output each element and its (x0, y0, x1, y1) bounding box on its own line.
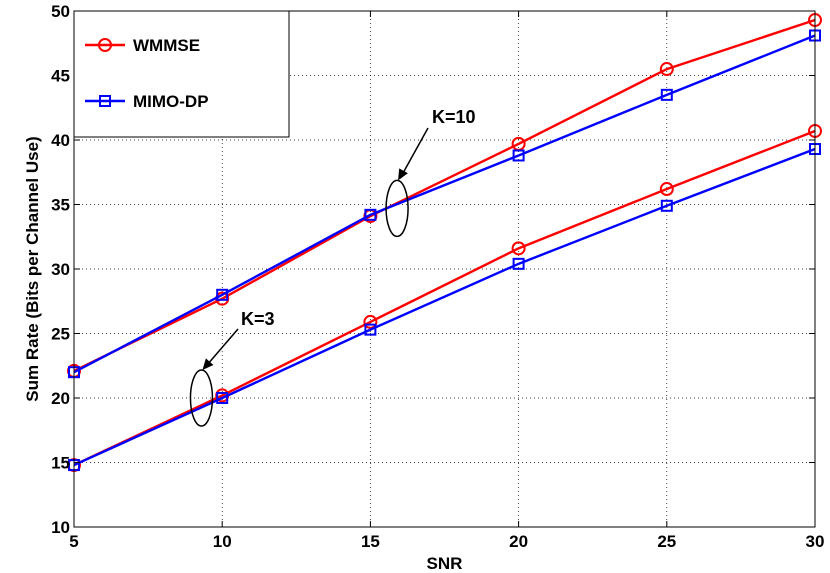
y-tick-label: 10 (51, 518, 70, 537)
series-mimo-dp-k3 (68, 143, 821, 472)
series-layer (67, 13, 822, 473)
legend-label: MIMO-DP (133, 92, 209, 111)
data-point-mimo-dp-k3 (512, 257, 525, 270)
x-tick-label: 15 (361, 532, 380, 551)
x-tick-label: 5 (69, 532, 78, 551)
y-tick-label: 30 (51, 260, 70, 279)
data-point-mimo-dp-k3 (216, 392, 229, 404)
data-point-wmmse-k3 (659, 182, 674, 197)
legend-item-wmmse: WMMSE (85, 36, 200, 55)
annotation-arrow (399, 127, 429, 179)
y-tick-label: 45 (51, 67, 70, 86)
x-tick-label: 25 (657, 532, 676, 551)
data-point-wmmse-k3 (511, 241, 526, 256)
y-tick-label: 25 (51, 325, 70, 344)
series-line-mimo-dp-k10 (73, 34, 816, 374)
annotation-arrowhead (202, 358, 214, 370)
legend-marker (99, 95, 111, 107)
y-tick-label: 20 (51, 389, 70, 408)
y-tick-label: 50 (51, 2, 70, 21)
y-tick-label: 35 (51, 196, 70, 215)
data-point-mimo-dp-k10 (512, 149, 525, 162)
annotation-label: K=3 (241, 309, 275, 329)
data-point-wmmse-k3 (363, 314, 378, 329)
series-line-wmmse-k3 (73, 129, 816, 467)
y-tick-label: 15 (51, 454, 70, 473)
annotation-ellipse (385, 179, 409, 238)
legend-label: WMMSE (133, 36, 200, 55)
data-point-mimo-dp-k10 (216, 288, 229, 301)
data-point-mimo-dp-k3 (660, 199, 673, 212)
annotation-ellipse (189, 369, 214, 427)
data-point-mimo-dp-k3 (364, 323, 377, 336)
annotation-arrowhead (398, 168, 408, 181)
legend-item-mimo-dp: MIMO-DP (85, 92, 209, 111)
legend-items: WMMSE MIMO-DP (85, 36, 209, 111)
x-axis-title: SNR (427, 554, 463, 573)
annotation-k3: K=3 (189, 309, 275, 427)
legend-marker (98, 38, 112, 52)
data-point-mimo-dp-k10 (660, 88, 673, 101)
series-line-wmmse-k10 (73, 18, 816, 372)
data-point-mimo-dp-k10 (364, 208, 377, 221)
annotation-layer: K=10 K=3 (189, 107, 476, 427)
series-line-mimo-dp-k3 (73, 147, 816, 467)
annotation-k10: K=10 (385, 107, 476, 238)
data-point-wmmse-k10 (659, 62, 674, 77)
x-tick-label: 30 (806, 532, 825, 551)
x-tick-label: 20 (509, 532, 528, 551)
annotation-label: K=10 (432, 107, 476, 127)
y-tick-label: 40 (51, 131, 70, 150)
legend-box (73, 10, 290, 138)
y-axis-title: Sum Rate (Bits per Channel Use) (23, 136, 42, 401)
annotation-arrow (203, 328, 239, 369)
legend: WMMSE MIMO-DP (73, 10, 290, 138)
x-tick-label: 10 (213, 532, 232, 551)
